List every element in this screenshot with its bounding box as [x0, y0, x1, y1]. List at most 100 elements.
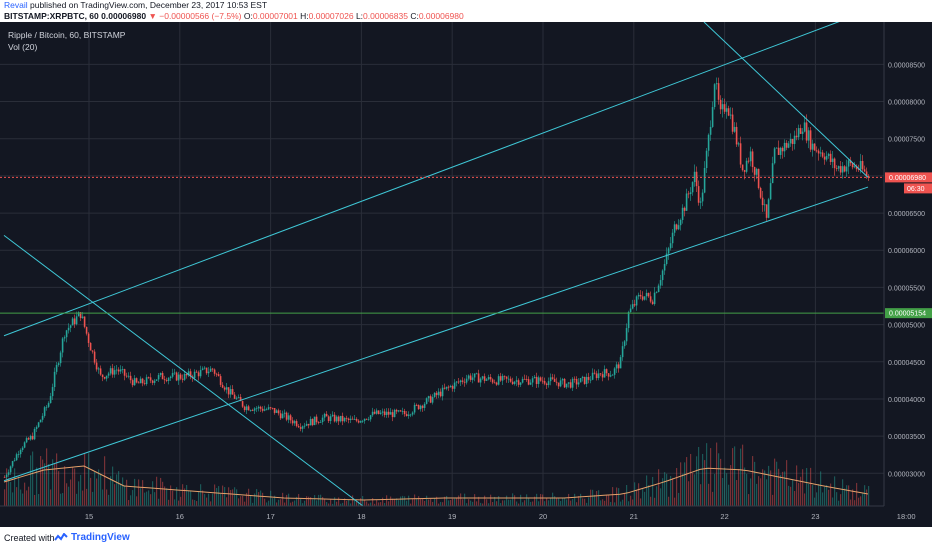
- candle-body: [297, 426, 300, 428]
- candle-body: [431, 397, 434, 403]
- candle-body: [799, 128, 802, 134]
- candle-body: [611, 374, 614, 376]
- candle-body: [593, 372, 596, 374]
- time-axis-ticks: 15 16 17 18 19 20 21 22 23 18:00: [85, 512, 916, 521]
- candle-body: [11, 461, 14, 467]
- candle-body: [709, 126, 712, 135]
- volume-bar: [452, 498, 454, 506]
- volume-bar: [126, 479, 128, 506]
- candle-body: [863, 169, 866, 172]
- volume-bar: [236, 489, 238, 506]
- volume-bar: [308, 496, 310, 506]
- candle-body: [293, 421, 296, 424]
- volume-bar: [492, 501, 494, 506]
- candle-body: [65, 330, 68, 338]
- candle-body: [549, 377, 552, 382]
- candle-body: [175, 372, 178, 381]
- volume-bar: [568, 493, 570, 506]
- candle-body: [845, 166, 848, 172]
- candle-body: [435, 392, 438, 396]
- volume-bar: [438, 503, 440, 506]
- candle-body: [769, 183, 772, 200]
- candle-body: [815, 150, 818, 152]
- volume-bar: [478, 496, 480, 506]
- volume-bar: [682, 473, 684, 506]
- volume-bar: [384, 503, 386, 506]
- candle-body: [369, 415, 372, 420]
- volume-bar: [532, 501, 534, 506]
- volume-bar: [42, 459, 44, 506]
- candle-body: [75, 316, 78, 325]
- tradingview-logo-icon: [54, 533, 68, 541]
- volume-bar: [276, 502, 278, 506]
- candle-body: [779, 147, 782, 155]
- volume-bar: [754, 461, 756, 506]
- volume-bar: [118, 471, 120, 506]
- candle-body: [597, 373, 600, 379]
- volume-bar: [388, 501, 390, 506]
- candle-body: [279, 413, 282, 419]
- volume-bar: [530, 501, 532, 506]
- volume-bar: [320, 494, 322, 506]
- candle-body: [309, 418, 312, 426]
- volume-bar: [604, 500, 606, 506]
- candle-body: [443, 387, 446, 389]
- volume-bar: [84, 453, 86, 506]
- candle-body: [181, 378, 184, 380]
- volume-bar: [586, 502, 588, 506]
- volume-bar: [854, 500, 856, 506]
- price-axis[interactable]: [884, 22, 932, 506]
- candle-body: [301, 426, 304, 429]
- candle-body: [223, 387, 226, 390]
- price-chart[interactable]: 0.00003000 0.00003500 0.00004000 0.00004500…: [0, 22, 932, 527]
- time-axis[interactable]: [0, 506, 932, 527]
- candle-body: [651, 301, 654, 305]
- volume-bar: [54, 464, 56, 506]
- candle-body: [243, 406, 246, 411]
- author-link[interactable]: Revail: [4, 0, 28, 10]
- candle-body: [119, 369, 122, 372]
- candle-body: [73, 318, 76, 325]
- volume-bar: [744, 467, 746, 506]
- candle-body: [295, 421, 298, 427]
- volume-bar: [810, 467, 812, 506]
- candle-body: [455, 381, 458, 383]
- volume-bar: [232, 489, 234, 506]
- candle-body: [477, 373, 480, 383]
- candle-body: [357, 420, 360, 423]
- volume-bar: [548, 500, 550, 506]
- volume-bar: [390, 496, 392, 506]
- trendline: [3, 186, 869, 482]
- volume-bar: [476, 501, 478, 506]
- tradingview-brand-link[interactable]: TradingView: [71, 532, 130, 543]
- candle-body: [99, 368, 102, 375]
- candle-body: [235, 397, 238, 399]
- volume-bar: [628, 501, 630, 506]
- volume-bar: [846, 485, 848, 506]
- volume-bar: [164, 486, 166, 506]
- candle-body: [529, 382, 532, 385]
- candle-body: [345, 417, 348, 419]
- volume-bar: [32, 451, 34, 506]
- candle-body: [461, 380, 464, 382]
- volume-bar: [172, 490, 174, 506]
- candle-body: [817, 150, 820, 154]
- candle-body: [409, 414, 412, 416]
- candle-body: [135, 378, 138, 383]
- high-label: H:: [300, 11, 309, 21]
- volume-bar: [174, 499, 176, 506]
- candle-body: [207, 371, 210, 374]
- candle-body: [781, 147, 784, 152]
- candle-body: [41, 415, 44, 420]
- volume-bar: [808, 483, 810, 506]
- volume-bar: [110, 476, 112, 506]
- volume-bar: [576, 502, 578, 506]
- candle-body: [163, 379, 166, 381]
- volume-bar: [592, 489, 594, 506]
- candle-body: [595, 373, 598, 379]
- candle-body: [91, 350, 94, 352]
- volume-bar: [468, 499, 470, 506]
- volume-bar: [372, 498, 374, 506]
- volume-bar: [832, 497, 834, 506]
- candle-body: [405, 414, 408, 417]
